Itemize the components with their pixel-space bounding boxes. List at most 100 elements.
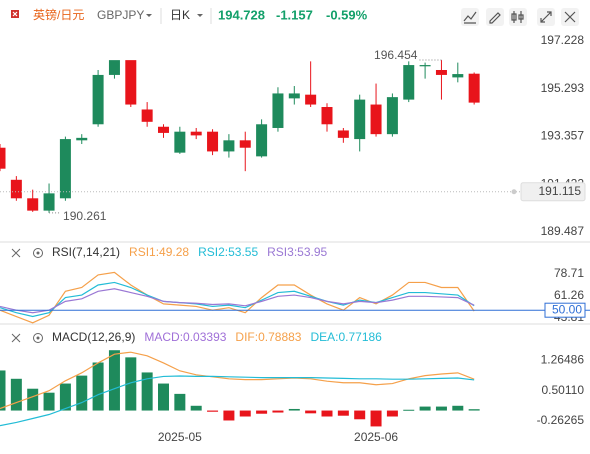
y-tick-label: 78.71 xyxy=(554,266,584,280)
indicator-icon xyxy=(463,11,477,24)
histogram-bar xyxy=(419,406,431,411)
candle-body xyxy=(386,97,398,135)
candle-body xyxy=(76,137,88,141)
expand-icon xyxy=(540,11,552,23)
candle-body xyxy=(239,140,251,148)
histogram-bar xyxy=(76,375,88,411)
y-tick-label: 197.228 xyxy=(541,33,585,47)
legend-entry: MACD(12,26,9) xyxy=(52,330,135,344)
candle-body xyxy=(207,131,219,152)
price-dot xyxy=(511,189,517,195)
price-tag xyxy=(520,182,586,202)
histogram-bar xyxy=(27,388,39,411)
y-tick-label: 61.26 xyxy=(554,288,584,302)
histogram-bar xyxy=(141,372,153,411)
legend-entry: DEA:0.77186 xyxy=(310,330,382,344)
candle-body xyxy=(419,65,431,67)
plot-area xyxy=(0,59,480,427)
candle-body xyxy=(256,124,268,157)
x-tick-label: 2025-06 xyxy=(354,430,398,444)
x-tick-label: 2025-05 xyxy=(158,430,202,444)
legend-entry: RSI2:53.55 xyxy=(198,245,258,259)
candle-body xyxy=(435,69,447,75)
candle-body xyxy=(10,179,22,199)
level-tag xyxy=(544,302,586,318)
dropdown-icon[interactable] xyxy=(146,14,152,17)
symbol-name[interactable]: 英镑/日元 xyxy=(33,7,84,22)
settings-icon[interactable] xyxy=(33,333,43,343)
candle-body xyxy=(354,99,366,140)
close-indicator-icon[interactable] xyxy=(11,248,21,258)
level-label: 50.00 xyxy=(552,302,582,316)
chart-type-icon xyxy=(511,11,524,23)
histogram-bar xyxy=(403,409,415,411)
symbol-flag-mark xyxy=(12,11,18,17)
histogram-bar xyxy=(305,410,317,414)
indicator-button[interactable] xyxy=(461,8,479,26)
indicator-line xyxy=(0,375,475,427)
draw-button[interactable] xyxy=(486,8,504,26)
histogram-bar xyxy=(10,378,22,411)
period[interactable]: 日K xyxy=(170,8,190,22)
histogram-bar xyxy=(174,393,186,411)
candle-body xyxy=(452,74,464,78)
indicator-line xyxy=(0,281,475,318)
y-tick-label: 189.487 xyxy=(541,224,585,238)
candle-body xyxy=(288,93,300,99)
histogram-bar xyxy=(43,392,55,411)
price: 194.728 xyxy=(218,7,265,22)
histogram-bar xyxy=(59,383,71,411)
candle-body xyxy=(27,198,39,211)
histogram-bar xyxy=(92,362,104,411)
histogram-bar xyxy=(321,410,333,417)
dropdown-icon[interactable] xyxy=(197,14,203,17)
toolbar xyxy=(461,8,579,26)
change: -1.157 xyxy=(276,7,313,22)
candle-body xyxy=(158,126,169,133)
legend-entry: RSI1:49.28 xyxy=(129,245,189,259)
histogram-bar xyxy=(108,350,120,411)
y-tick-label: 1.26486 xyxy=(541,353,585,367)
legend-entry: MACD:0.03393 xyxy=(144,330,226,344)
candle-body xyxy=(305,94,317,105)
candle-body xyxy=(0,147,6,169)
candle-body xyxy=(468,73,480,103)
legend-entry: RSI(7,14,21) xyxy=(52,245,120,259)
high-label: 196.454 xyxy=(374,48,418,62)
candle-body xyxy=(174,131,186,153)
candle-body xyxy=(370,104,382,135)
candle-body xyxy=(92,74,104,125)
candle-body xyxy=(125,60,137,105)
histogram-bar xyxy=(158,383,169,411)
close-icon xyxy=(564,11,576,23)
price-tag-label: 191.115 xyxy=(539,184,582,198)
settings-icon[interactable] xyxy=(33,248,43,258)
indicator-line xyxy=(0,351,475,410)
y-tick-label: 0.50110 xyxy=(542,383,585,397)
y-tick-label: -0.26265 xyxy=(537,413,585,427)
histogram-bar xyxy=(272,410,284,413)
candle-body xyxy=(141,109,153,122)
candle-body xyxy=(272,93,284,128)
candle-body xyxy=(337,130,349,138)
draw-icon xyxy=(489,12,501,24)
candle-body xyxy=(190,131,202,136)
symbol-code[interactable]: GBPJPY xyxy=(97,8,144,22)
histogram-bar xyxy=(386,410,398,417)
close-indicator-icon[interactable] xyxy=(11,333,21,343)
candle-body xyxy=(223,140,235,152)
histogram-bar xyxy=(190,405,202,411)
candle-body xyxy=(403,65,415,100)
indicator-line xyxy=(0,288,475,314)
histogram-bar xyxy=(223,410,235,421)
y-tick-label: 195.293 xyxy=(541,81,585,95)
histogram-bar xyxy=(337,410,349,416)
candle-body xyxy=(321,107,333,125)
change-pct: -0.59% xyxy=(326,7,368,22)
candle-body xyxy=(43,193,55,211)
histogram-bar xyxy=(256,410,268,414)
histogram-bar xyxy=(239,410,251,417)
legend-entry: RSI3:53.95 xyxy=(267,245,327,259)
